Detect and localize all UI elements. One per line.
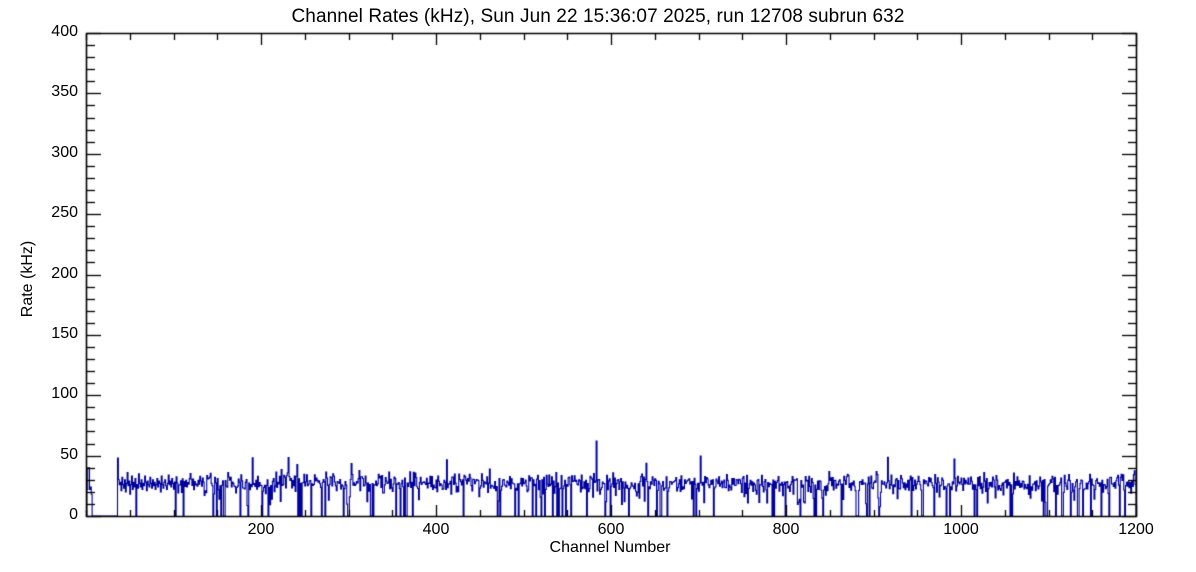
x-axis-title: Channel Number	[549, 539, 671, 556]
x-axis-tick-label: 1200	[1118, 521, 1154, 538]
y-axis-tick-label: 400	[51, 23, 78, 40]
x-axis-tick-label: 1000	[943, 521, 979, 538]
page-title: Channel Rates (kHz), Sun Jun 22 15:36:07…	[291, 6, 905, 27]
y-axis-tick-label: 200	[51, 264, 78, 282]
y-axis-tick-label: 350	[51, 83, 78, 101]
x-axis-tick-label: 600	[597, 521, 625, 538]
y-axis-tick-label: 50	[60, 445, 78, 463]
y-axis-tick-label: 100	[51, 385, 78, 403]
y-axis-tick-label: 300	[51, 143, 78, 161]
x-axis-tick-label: 800	[772, 521, 800, 538]
y-axis-tick-label: 0	[69, 506, 78, 523]
y-axis-tick-label: 150	[51, 324, 78, 342]
x-axis-tick-label: 400	[422, 521, 450, 538]
y-axis-tick-label: 250	[51, 204, 78, 222]
x-axis-tick-label: 200	[247, 521, 275, 538]
